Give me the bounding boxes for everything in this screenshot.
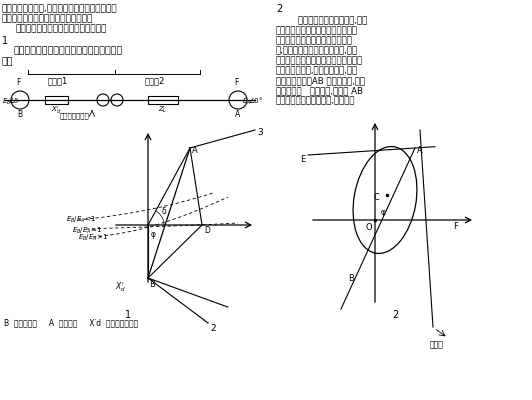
Text: 右两部分。   为阻抗角,失步线 AB: 右两部分。 为阻抗角,失步线 AB <box>276 86 363 95</box>
Text: 1: 1 <box>125 310 131 320</box>
Text: 变以外的系统。AB 为阻挡元件,把阻: 变以外的系统。AB 为阻挡元件,把阻 <box>276 76 365 85</box>
Bar <box>148 96 178 104</box>
Text: 位于发变组内部,当落于区２时,振荡: 位于发变组内部,当落于区２时,振荡 <box>276 66 358 75</box>
Text: 3: 3 <box>257 128 263 137</box>
Text: $E_B/E_A\!=\!1$: $E_B/E_A\!=\!1$ <box>72 226 103 236</box>
Text: A: A <box>192 146 198 155</box>
Text: D: D <box>204 226 210 235</box>
Text: A: A <box>417 146 423 155</box>
Text: $X_d'$: $X_d'$ <box>115 280 126 294</box>
Text: 1: 1 <box>2 36 8 46</box>
Text: $E_A\!\angle\!0°$: $E_A\!\angle\!0°$ <box>242 96 263 107</box>
Text: B: B <box>348 274 354 283</box>
Text: 动作区1: 动作区1 <box>48 76 68 85</box>
Text: B: B <box>17 110 22 119</box>
Text: O: O <box>365 223 372 232</box>
Text: 点０代表失步保护安装处,即机端。: 点０代表失步保护安装处,即机端。 <box>276 96 355 105</box>
Text: 区１、动作区２。当振荡中心落于区１: 区１、动作区２。当振荡中心落于区１ <box>276 56 363 65</box>
Text: E: E <box>300 155 305 164</box>
Text: 发电机的失步。阻抗元件图如图２: 发电机的失步。阻抗元件图如图２ <box>276 36 353 45</box>
Text: 下：: 下： <box>2 57 13 66</box>
Text: φ: φ <box>151 230 156 239</box>
Text: 件,把阻抗平面分为两个动作区,即动: 件,把阻抗平面分为两个动作区,即动 <box>276 46 358 55</box>
Text: 2: 2 <box>276 4 282 14</box>
Text: F: F <box>453 222 458 231</box>
Text: F: F <box>234 78 238 87</box>
Text: F: F <box>16 78 20 87</box>
Text: 失步保护安装处: 失步保护安装处 <box>60 112 90 119</box>
Text: B  代表发电机     A  代表系统     X′d  代表发电机阻抗: B 代表发电机 A 代表系统 X′d 代表发电机阻抗 <box>4 318 138 327</box>
Text: 组应该配置功能比较齐全的失步保护。: 组应该配置功能比较齐全的失步保护。 <box>2 14 94 23</box>
Text: $E_B/E_A\!<\!1$: $E_B/E_A\!<\!1$ <box>66 215 96 225</box>
Text: δ: δ <box>162 207 167 216</box>
Text: 2: 2 <box>392 310 398 320</box>
Text: 这里介绍一种三阻抗元件的失步保护。: 这里介绍一种三阻抗元件的失步保护。 <box>16 24 107 33</box>
Text: B: B <box>149 280 155 289</box>
Text: $E_B/E_A\!>\!1$: $E_B/E_A\!>\!1$ <box>78 233 109 243</box>
Text: $E_B\!\angle\!\delta$: $E_B\!\angle\!\delta$ <box>2 96 20 107</box>
Text: 抗元件和两根直线型阻抗元件构成三: 抗元件和两根直线型阻抗元件构成三 <box>276 26 358 35</box>
Text: $X_d'$: $X_d'$ <box>52 105 62 117</box>
Text: 根据图１的阻抗运行轨迹,可以: 根据图１的阻抗运行轨迹,可以 <box>276 16 367 25</box>
Bar <box>45 96 68 104</box>
Text: 动作区: 动作区 <box>430 340 444 349</box>
Text: 发电机与系统发生失步的振荡中心轨迹图如: 发电机与系统发生失步的振荡中心轨迹图如 <box>14 46 123 55</box>
Text: 厂站侧的厂用系统,危及机组安全运行。对大型机: 厂站侧的厂用系统,危及机组安全运行。对大型机 <box>2 4 118 13</box>
Text: 动作区2: 动作区2 <box>145 76 165 85</box>
Text: φ: φ <box>381 208 386 217</box>
Text: $Z_L$: $Z_L$ <box>159 105 168 115</box>
Text: A: A <box>235 110 240 119</box>
Text: C: C <box>373 193 379 202</box>
Text: 2: 2 <box>210 324 215 333</box>
